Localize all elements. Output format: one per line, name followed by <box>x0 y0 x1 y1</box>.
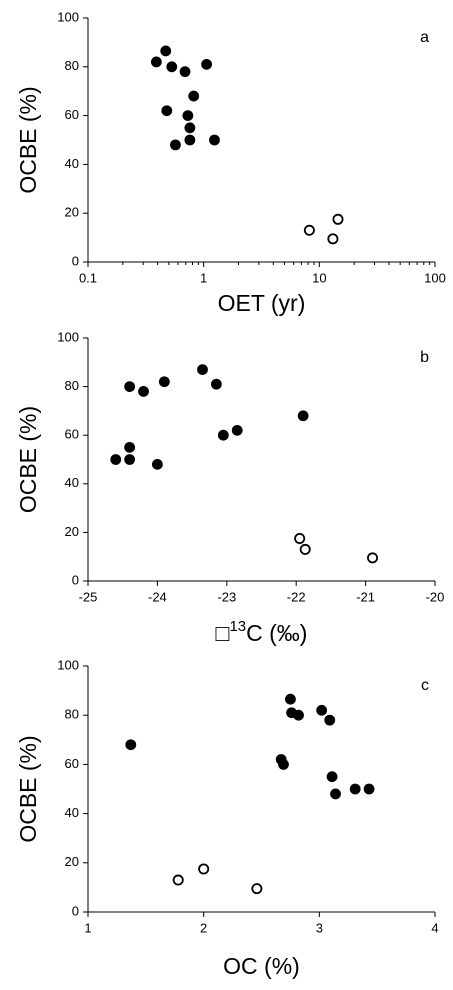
point <box>303 224 315 236</box>
point <box>327 233 339 245</box>
y-axis-label: OCBE (%) <box>15 406 41 513</box>
y-tick-label: 20 <box>65 205 79 220</box>
y-tick-label: 100 <box>57 329 79 344</box>
x-axis-label-part: □ <box>216 620 230 646</box>
x-axis-label-part: 13 <box>229 618 246 635</box>
y-tick-label: 100 <box>57 657 79 672</box>
x-tick-label: 4 <box>431 920 438 935</box>
point <box>209 134 220 146</box>
point <box>160 45 172 57</box>
point <box>294 532 306 544</box>
point <box>179 66 191 78</box>
point <box>217 429 229 441</box>
point <box>285 693 296 705</box>
point <box>166 61 178 73</box>
y-tick-label: 60 <box>65 107 79 122</box>
point <box>198 863 210 875</box>
x-tick-label: -21 <box>356 589 375 604</box>
x-axis-label-part: C (‰) <box>246 620 307 646</box>
x-axis-label: □13C (‰) <box>216 618 308 646</box>
point <box>124 381 136 393</box>
y-tick-label: 0 <box>72 572 79 587</box>
point <box>324 714 336 726</box>
x-tick-label: 100 <box>424 270 446 285</box>
y-tick-label: 60 <box>65 427 79 442</box>
x-tick-label: 1 <box>200 270 207 285</box>
y-tick-label: 40 <box>65 805 79 820</box>
point <box>182 110 194 121</box>
point <box>125 739 137 751</box>
panel-letter: c <box>421 677 429 694</box>
y-tick-label: 80 <box>65 58 79 73</box>
point <box>231 424 243 436</box>
y-tick-label: 0 <box>72 253 79 268</box>
point <box>124 441 136 453</box>
point <box>332 213 344 225</box>
x-tick-label: -24 <box>148 589 167 604</box>
x-tick-label: -25 <box>79 589 98 604</box>
panel: 0 20 40 60 80 100 1 2 3 4 OCBE (%) OC (%) c <box>15 657 439 979</box>
panel: 0 20 40 60 80 100 0.1 1 10 100 OCBE (%) OET (yr) a <box>15 9 446 316</box>
point <box>278 759 289 770</box>
point <box>367 552 379 564</box>
x-tick-label: -22 <box>287 589 306 604</box>
point <box>188 90 200 102</box>
x-tick-label: -20 <box>426 589 445 604</box>
y-tick-label: 40 <box>65 156 79 171</box>
point <box>349 783 361 795</box>
y-tick-label: 60 <box>65 756 79 771</box>
panel-letter: a <box>420 29 429 46</box>
x-tick-label: 10 <box>312 270 326 285</box>
panel: 0 20 40 60 80 100 -25 -24 -23 -22 -21 -20 OCBE (%) □1… <box>15 329 444 646</box>
y-axis-label: OCBE (%) <box>15 735 41 842</box>
point <box>158 376 170 388</box>
point <box>172 874 184 886</box>
x-axis-label: OC (%) <box>223 953 300 979</box>
point <box>297 410 309 422</box>
y-tick-label: 100 <box>57 9 79 24</box>
y-tick-label: 80 <box>65 378 79 393</box>
point <box>330 788 341 800</box>
panel-letter: b <box>420 349 429 366</box>
x-axis-label: OET (yr) <box>218 290 306 316</box>
point <box>201 58 212 70</box>
point <box>151 458 163 470</box>
point <box>124 454 136 465</box>
x-tick-label: 2 <box>200 920 207 935</box>
point <box>138 386 149 397</box>
x-tick-label: 3 <box>316 920 323 935</box>
y-tick-label: 20 <box>65 524 79 539</box>
point <box>110 454 122 465</box>
y-axis-label: OCBE (%) <box>15 86 41 193</box>
point <box>251 883 263 895</box>
point <box>326 771 338 783</box>
x-tick-label: 1 <box>84 920 91 935</box>
point <box>184 122 196 134</box>
y-tick-label: 80 <box>65 707 79 722</box>
point <box>299 543 311 555</box>
point <box>184 134 196 146</box>
point <box>197 364 208 375</box>
point <box>316 704 328 716</box>
point <box>161 105 173 117</box>
point <box>170 139 181 151</box>
y-tick-label: 20 <box>65 854 79 869</box>
point <box>363 783 375 795</box>
x-tick-label: 0.1 <box>79 270 97 285</box>
y-tick-label: 0 <box>72 903 79 918</box>
y-tick-label: 40 <box>65 475 79 490</box>
point <box>293 709 304 721</box>
x-tick-label: -23 <box>217 589 236 604</box>
point <box>150 56 162 68</box>
point <box>210 378 222 390</box>
